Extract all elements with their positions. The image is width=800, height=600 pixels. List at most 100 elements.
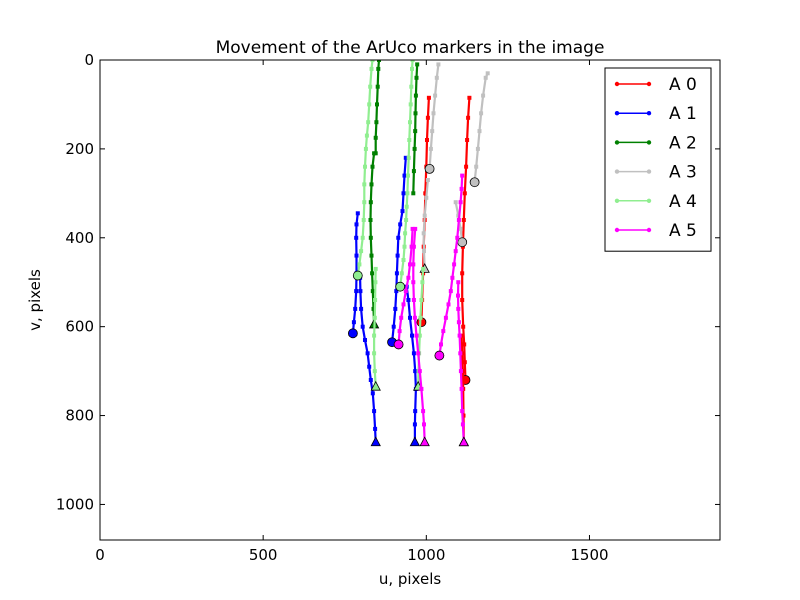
start-marker [409, 436, 421, 447]
data-point [369, 66, 374, 71]
data-point [411, 244, 416, 249]
data-point [417, 369, 422, 374]
data-point [369, 253, 374, 258]
legend-marker [646, 198, 652, 203]
data-point [363, 338, 367, 342]
data-point [357, 262, 362, 267]
data-point [411, 298, 416, 302]
data-point [431, 111, 436, 116]
start-marker [352, 270, 363, 281]
data-point [479, 111, 484, 116]
data-point [466, 115, 471, 120]
data-point [359, 249, 364, 254]
data-point [402, 173, 407, 178]
y-tick-label: 600 [65, 318, 94, 336]
data-point [373, 280, 378, 285]
data-point [397, 329, 402, 334]
data-point [367, 102, 372, 107]
series-line [359, 276, 377, 444]
data-point [456, 218, 461, 222]
data-point [359, 306, 364, 311]
y-tick-label: 400 [65, 229, 94, 247]
start-marker [370, 380, 381, 391]
series-line [399, 60, 414, 288]
legend-marker [646, 81, 652, 87]
data-point [404, 218, 409, 222]
data-point [408, 120, 412, 125]
data-point [351, 320, 356, 325]
data-point [402, 244, 407, 249]
data-point [460, 271, 465, 276]
data-point [409, 84, 414, 89]
legend-label: A 1 [669, 104, 697, 124]
data-point [477, 129, 482, 134]
data-point [410, 60, 415, 62]
data-point [443, 315, 448, 320]
data-point [452, 262, 457, 267]
data-point [450, 275, 455, 280]
start-marker [424, 163, 435, 174]
legend-label: A 4 [669, 192, 697, 212]
data-point [413, 129, 418, 134]
data-point [368, 235, 373, 240]
data-point [433, 93, 438, 98]
data-point [406, 155, 411, 160]
data-point [462, 342, 467, 347]
data-point [374, 120, 379, 125]
data-point [401, 258, 406, 262]
data-point [446, 302, 451, 307]
data-point [391, 324, 396, 329]
data-point [422, 422, 426, 427]
y-tick-label: 800 [65, 407, 94, 425]
legend-label: A 5 [669, 221, 697, 241]
start-marker [419, 436, 430, 447]
data-point [425, 115, 430, 120]
data-point [434, 75, 439, 80]
data-point [403, 155, 408, 160]
data-point [453, 200, 458, 205]
data-point [410, 226, 415, 231]
data-point [416, 351, 421, 356]
data-point [456, 293, 460, 298]
data-point [411, 262, 416, 267]
data-point [430, 129, 435, 134]
data-point [458, 200, 463, 205]
data-point [372, 315, 377, 320]
data-point [459, 386, 464, 391]
data-point [418, 315, 423, 320]
start-marker [370, 436, 381, 447]
legend-marker [646, 111, 652, 116]
data-point [370, 391, 375, 396]
data-point [368, 200, 373, 205]
data-point [448, 289, 453, 294]
series-line [473, 72, 489, 184]
data-point [422, 249, 426, 254]
data-point [411, 280, 416, 285]
data-point [398, 222, 403, 227]
data-point [410, 333, 414, 338]
axes-frame [99, 59, 721, 541]
series-line [438, 174, 464, 357]
data-point [406, 173, 410, 178]
legend-marker [646, 227, 652, 233]
data-point [428, 146, 433, 151]
series-line [405, 285, 417, 444]
data-point [404, 204, 409, 209]
data-point [368, 378, 373, 382]
start-marker [434, 350, 445, 361]
data-point [406, 298, 411, 302]
data-point [414, 75, 419, 80]
data-point [421, 231, 426, 236]
data-point [460, 409, 465, 414]
x-tick-label: 1500 [570, 546, 608, 564]
data-point [360, 324, 365, 329]
data-point [455, 235, 460, 240]
series-line [373, 267, 377, 388]
data-point [401, 302, 406, 307]
legend-marker [614, 111, 620, 116]
data-point [373, 266, 378, 271]
data-point [425, 138, 429, 142]
data-point [424, 195, 429, 200]
data-point [401, 191, 406, 196]
data-point [369, 182, 374, 187]
